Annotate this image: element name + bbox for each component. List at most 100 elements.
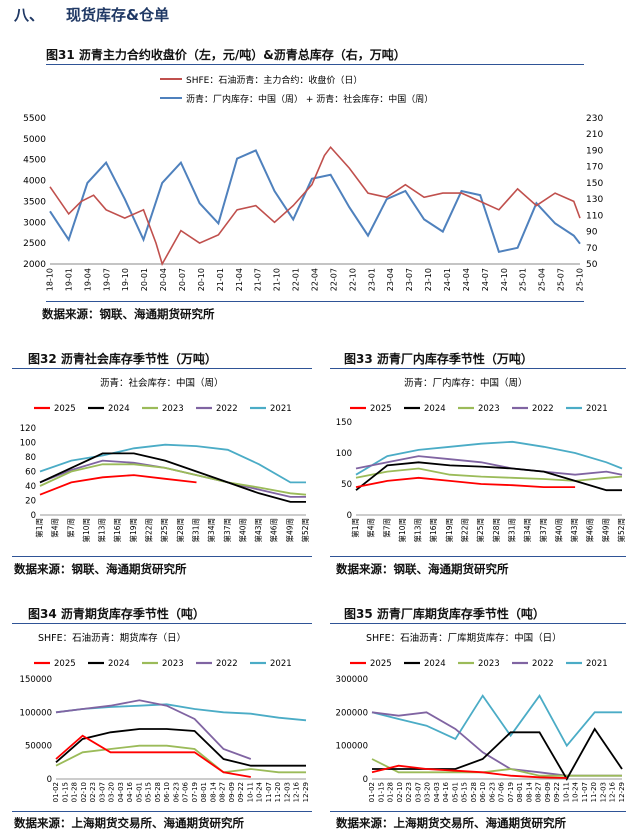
x-tick-label: 01-28 xyxy=(71,782,79,802)
left-y-tick-label: 3000 xyxy=(23,218,46,228)
x-tick-label: 第31周 xyxy=(190,518,200,543)
x-tick-label: 第34周 xyxy=(522,518,532,543)
x-tick-label: 10-11 xyxy=(246,782,254,802)
chart-subtitle: SHFE：石油沥青：厂库期货库存：中国（日） xyxy=(366,632,562,644)
x-tick-label: 第10周 xyxy=(81,518,91,543)
section-heading: 八、 现货库存&仓单 xyxy=(14,4,169,25)
x-tick-label: 03-20 xyxy=(108,782,116,802)
figure-33-caption: 图33 沥青厂内库存季节性（万吨） xyxy=(344,352,533,366)
x-tick-label: 23-04 xyxy=(386,268,395,291)
figure-31-caption: 图31 沥青主力合约收盘价（左，元/吨）&沥青总库存（右，万吨） xyxy=(46,48,406,62)
x-tick-label: 第28周 xyxy=(175,518,185,543)
x-tick-label: 19-10 xyxy=(121,268,130,291)
right-y-tick-label: 230 xyxy=(586,114,603,124)
x-tick-label: 09-09 xyxy=(544,782,552,802)
right-y-tick-label: 190 xyxy=(586,146,603,156)
x-tick-label: 24-04 xyxy=(462,268,471,291)
x-tick-label: 22-01 xyxy=(292,268,301,291)
x-tick-label: 第4周 xyxy=(50,518,60,538)
right-y-tick-label: 150 xyxy=(586,179,603,189)
x-tick-label: 08-27 xyxy=(219,782,227,802)
x-tick-label: 第19周 xyxy=(444,518,454,543)
series-line-2022 xyxy=(39,459,306,498)
figure-35-bottom-rule xyxy=(330,811,626,812)
x-tick-label: 20-04 xyxy=(159,268,168,291)
x-tick-label: 02-10 xyxy=(396,782,404,802)
left-y-tick-label: 5500 xyxy=(23,114,46,124)
y-tick-label: 0 xyxy=(363,775,368,785)
y-tick-label: 0 xyxy=(31,511,36,521)
legend-label-2025: 2025 xyxy=(370,404,392,414)
x-tick-label: 24-01 xyxy=(443,268,452,291)
series-line-close-price xyxy=(49,145,581,267)
figure-34-bottom-rule xyxy=(12,811,312,812)
series-line-2025 xyxy=(55,734,251,778)
x-tick-label: 第37周 xyxy=(538,518,548,543)
x-tick-label: 21-01 xyxy=(216,268,225,291)
legend-label-2025: 2025 xyxy=(54,659,76,669)
x-tick-label: 第49周 xyxy=(600,518,610,543)
y-tick-label: 50 xyxy=(341,480,352,490)
x-tick-label: 第52周 xyxy=(616,518,626,543)
x-tick-label: 12-29 xyxy=(618,782,626,802)
x-tick-label: 05-28 xyxy=(470,782,478,802)
x-tick-label: 第49周 xyxy=(284,518,294,543)
figure-31-source: 数据来源：钢联、海通期货研究所 xyxy=(42,307,215,321)
y-tick-label: 100000 xyxy=(20,708,52,718)
x-tick-label: 11-07 xyxy=(265,782,273,802)
series-line-2023 xyxy=(39,463,307,496)
x-tick-label: 04-16 xyxy=(442,781,450,802)
x-tick-label: 24-07 xyxy=(481,268,490,291)
x-tick-label: 第4周 xyxy=(366,518,376,538)
right-y-tick-label: 50 xyxy=(586,260,598,270)
series-line-2023 xyxy=(371,758,622,777)
chart-subtitle: 沥青：社会库存：中国（周） xyxy=(100,377,224,389)
x-tick-label: 23-07 xyxy=(405,268,414,291)
figure-34-source: 数据来源：上海期货交易所、海通期货研究所 xyxy=(14,816,244,830)
series-line-2024 xyxy=(355,461,622,492)
legend-label-2023: 2023 xyxy=(162,404,184,414)
x-tick-label: 第25周 xyxy=(475,518,485,543)
series-line-2021 xyxy=(355,440,623,476)
x-tick-label: 21-04 xyxy=(235,268,244,291)
figure-34-chart: SHFE：石油沥青：期货库存（日） 2025 2024 2023 2022 2021 0 50… xyxy=(20,632,310,802)
section-title: 现货库存&仓单 xyxy=(66,6,170,24)
x-tick-label: 第13周 xyxy=(413,518,423,543)
x-tick-label: 第40周 xyxy=(553,518,563,543)
x-tick-label: 07-19 xyxy=(191,782,199,802)
x-tick-label: 04-03 xyxy=(433,782,441,802)
y-tick-label: 150 xyxy=(336,418,352,428)
x-tick-label: 22-04 xyxy=(311,268,320,291)
x-tick-label: 20-10 xyxy=(197,268,206,291)
x-tick-label: 01-02 xyxy=(368,782,376,802)
x-tick-label: 20-07 xyxy=(178,268,187,291)
x-tick-label: 03-20 xyxy=(424,782,432,802)
x-tick-label: 第46周 xyxy=(269,518,279,543)
left-y-tick-label: 2000 xyxy=(23,260,46,270)
x-tick-label: 11-20 xyxy=(274,782,282,802)
x-tick-label: 10-24 xyxy=(256,781,264,802)
x-tick-label: 12-29 xyxy=(302,782,310,802)
x-tick-label: 01-02 xyxy=(52,782,60,802)
figure-31-top-rule xyxy=(46,64,584,65)
legend-label-2025: 2025 xyxy=(370,659,392,669)
legend-label-2024: 2024 xyxy=(424,659,446,669)
series-line-2024 xyxy=(39,452,306,503)
x-tick-label: 07-06 xyxy=(498,781,506,802)
y-tick-label: 60 xyxy=(25,468,36,478)
figure-32-source: 数据来源：钢联、海通期货研究所 xyxy=(14,562,187,576)
y-tick-label: 40 xyxy=(25,482,36,492)
y-tick-label: 0 xyxy=(47,775,52,785)
series-line-2021 xyxy=(39,443,306,484)
y-tick-label: 120 xyxy=(20,424,36,434)
x-tick-label: 12-03 xyxy=(599,782,607,802)
x-tick-label: 08-01 xyxy=(516,782,524,802)
y-tick-label: 200000 xyxy=(336,708,368,718)
figure-33-top-rule xyxy=(330,368,626,369)
x-tick-label: 第22周 xyxy=(460,518,470,543)
y-tick-label: 150000 xyxy=(20,675,52,685)
legend-label-2023: 2023 xyxy=(162,659,184,669)
figure-33-source: 数据来源：钢联、海通期货研究所 xyxy=(336,562,509,576)
x-tick-label: 23-01 xyxy=(367,268,376,291)
x-tick-label: 第31周 xyxy=(506,518,516,543)
